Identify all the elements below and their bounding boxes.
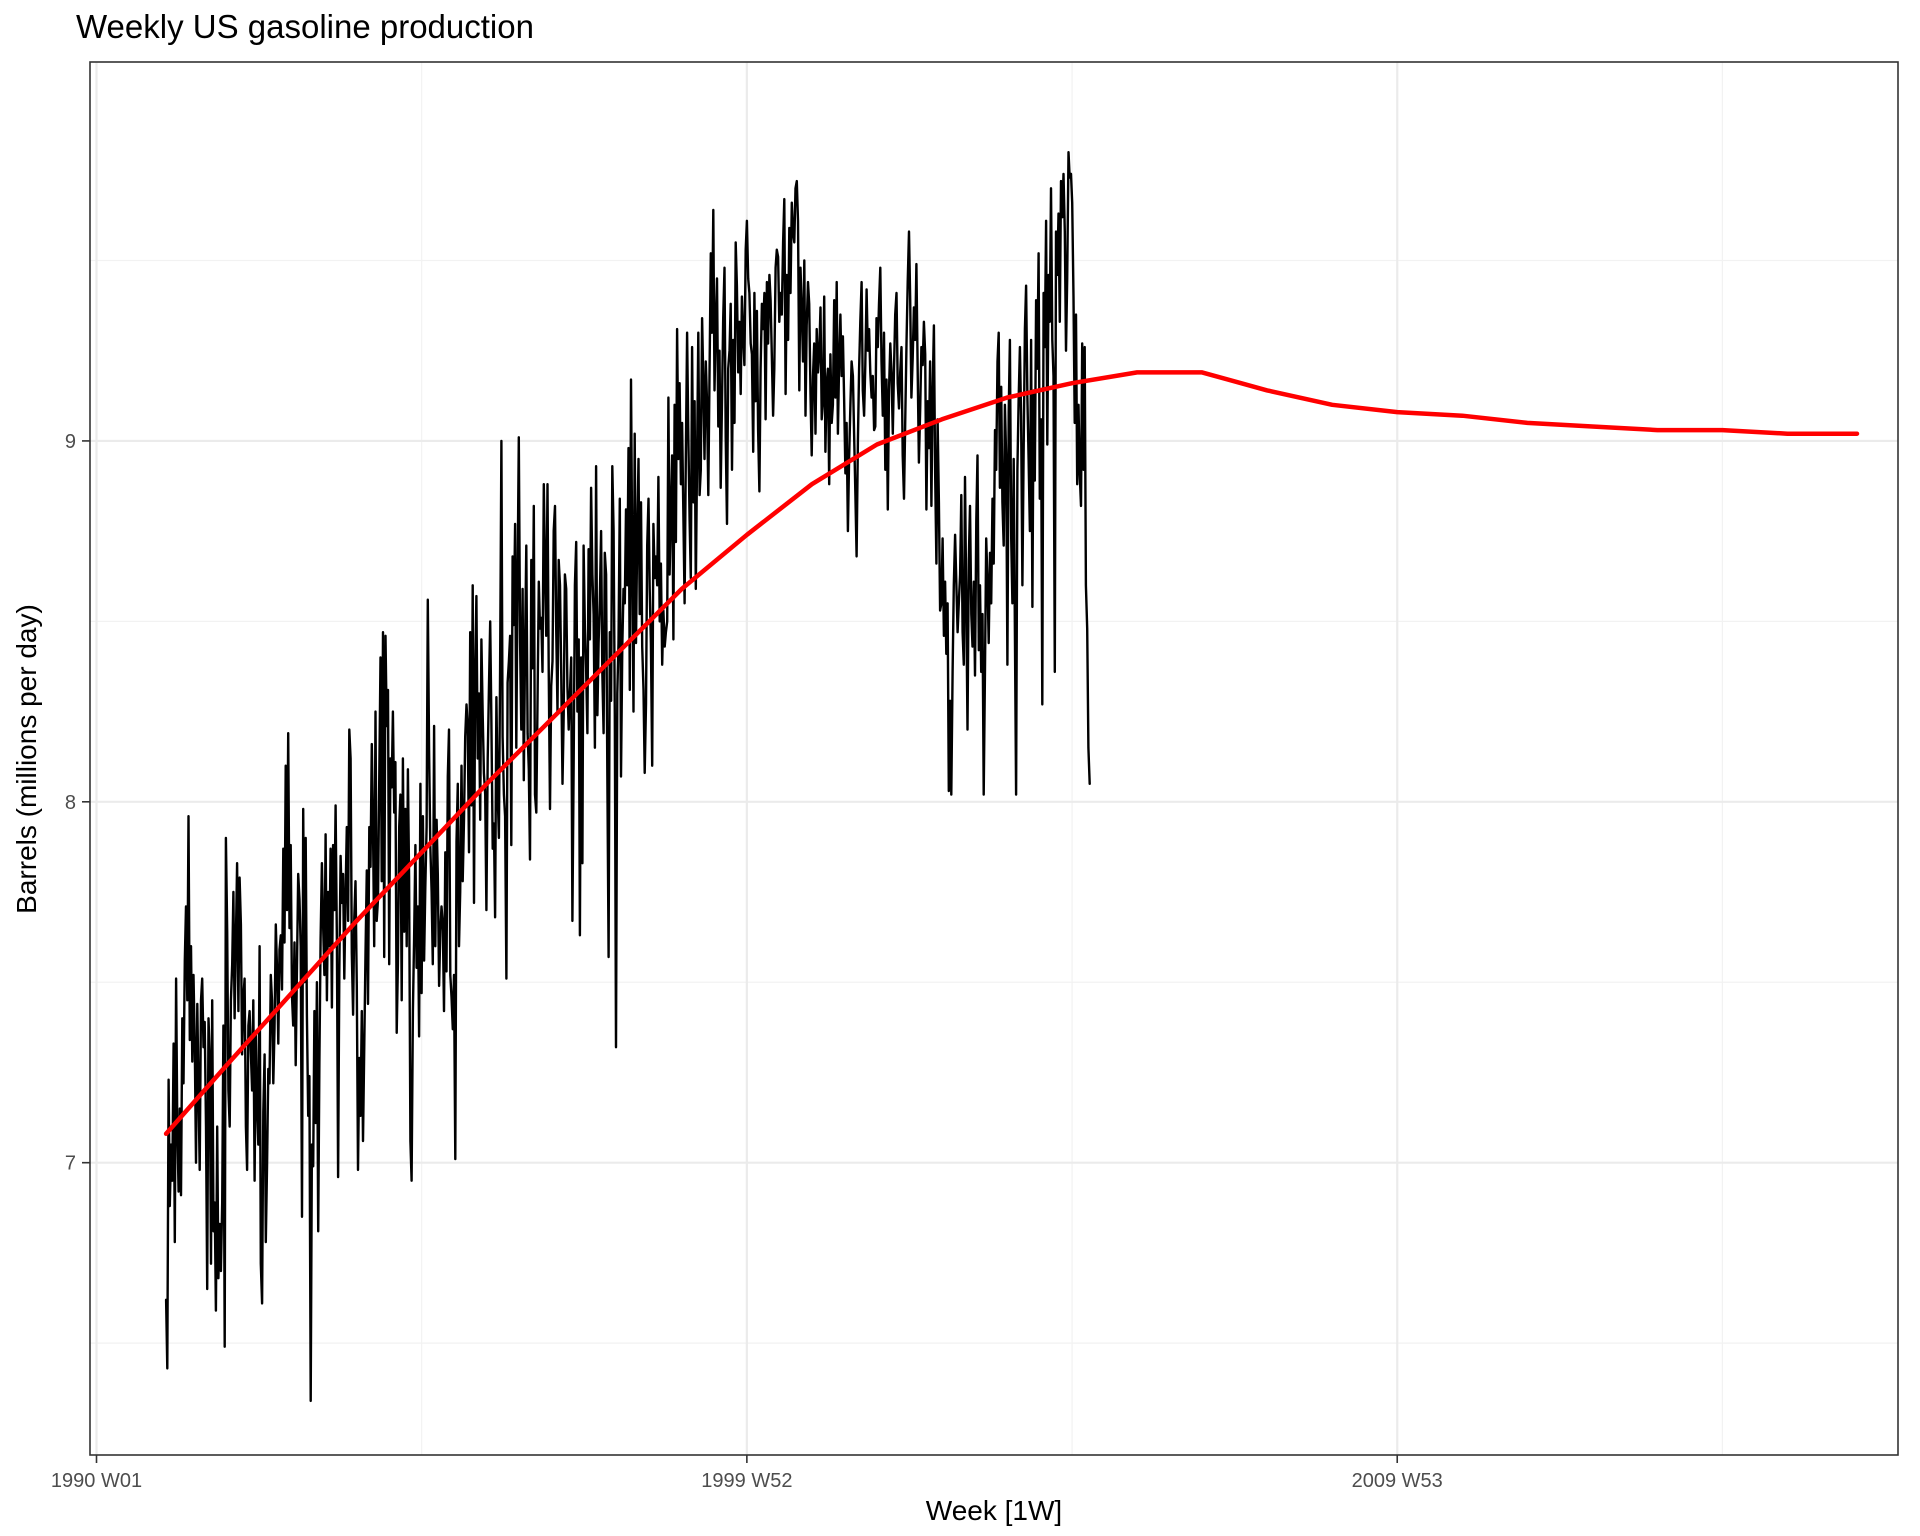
gridlines bbox=[90, 62, 1898, 1455]
x-tick-label: 1990 W01 bbox=[51, 1470, 142, 1492]
x-tick-label: 1999 W52 bbox=[701, 1470, 792, 1492]
x-axis-title: Week [1W] bbox=[926, 1495, 1062, 1526]
plot-panel bbox=[89, 61, 1899, 1456]
y-tick-label: 7 bbox=[65, 1153, 76, 1175]
chart-title: Weekly US gasoline production bbox=[76, 8, 534, 45]
x-tick-label: 2009 W53 bbox=[1352, 1470, 1443, 1492]
y-tick-label: 8 bbox=[65, 792, 76, 814]
x-axis: 1990 W01 1999 W52 2009 W53 bbox=[51, 1455, 1443, 1492]
y-axis: 7 8 9 bbox=[65, 431, 90, 1175]
y-tick-label: 9 bbox=[65, 431, 76, 453]
series-layer bbox=[163, 151, 1860, 1403]
trend-line bbox=[163, 370, 1860, 1137]
weekly-production-line bbox=[164, 151, 1091, 1403]
y-axis-title: Barrels (millions per day) bbox=[11, 604, 42, 914]
